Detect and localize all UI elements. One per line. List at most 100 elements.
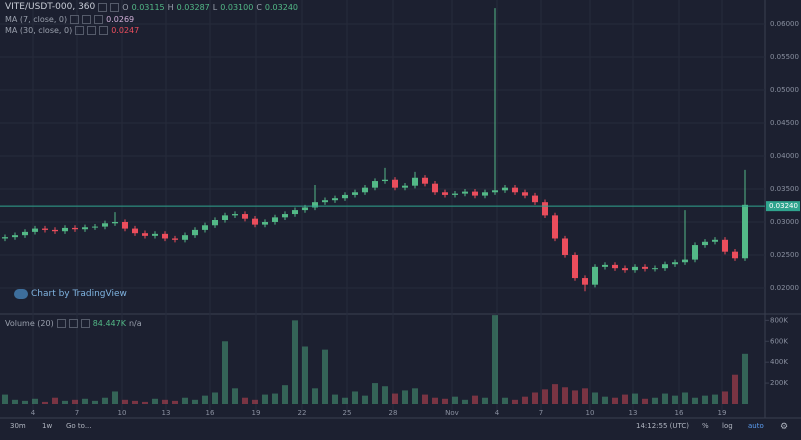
candle-body — [742, 204, 748, 259]
candle-body — [12, 235, 18, 238]
o-value: 0.03115 — [131, 2, 165, 12]
volume-bar — [422, 394, 428, 404]
volume-bar — [722, 391, 728, 404]
interval[interactable]: 30m — [10, 422, 26, 430]
volume-bar — [432, 397, 438, 404]
candle-body — [192, 229, 198, 236]
watermark[interactable]: Chart by TradingView — [14, 289, 127, 299]
candle-body — [112, 221, 118, 224]
volume-bar — [672, 395, 678, 404]
x-tick-label: 19 — [718, 409, 727, 417]
volume-bar — [462, 399, 468, 404]
volume-bar — [42, 401, 48, 404]
icon[interactable] — [87, 26, 97, 35]
candle-body — [312, 202, 318, 208]
volume-tick-label: 600K — [770, 337, 788, 345]
icon[interactable] — [80, 319, 90, 328]
candle-body — [452, 193, 458, 195]
volume-bar — [182, 397, 188, 404]
symbol[interactable]: VITE/USDT-000, 360 — [5, 2, 96, 12]
x-tick-label: 13 — [162, 409, 171, 417]
candle-body — [462, 191, 468, 194]
candle-body — [362, 187, 368, 193]
candle-body — [42, 228, 48, 230]
candle-body — [92, 226, 98, 228]
interval[interactable]: 1w — [42, 422, 53, 430]
volume-bar — [402, 390, 408, 404]
x-tick-label: 25 — [343, 409, 352, 417]
candle-body — [522, 192, 528, 196]
volume-bar — [552, 384, 558, 404]
volume-bar — [282, 385, 288, 404]
volume-bar — [532, 392, 538, 404]
candle-body — [252, 218, 258, 225]
candle-body — [702, 241, 708, 246]
ma-name: MA (30, close, 0) — [5, 26, 73, 35]
volume-bar — [702, 395, 708, 404]
volume-value: 84.447K — [92, 319, 126, 328]
volume-tick-label: 800K — [770, 316, 788, 324]
volume-bar — [572, 390, 578, 404]
percent-toggle[interactable]: % — [702, 422, 709, 430]
log-toggle[interactable]: log — [722, 422, 733, 430]
volume-bar — [122, 399, 128, 404]
candle-body — [342, 194, 348, 199]
icon[interactable] — [68, 319, 78, 328]
candle-body — [492, 190, 498, 193]
volume-bar — [352, 391, 358, 404]
candle-body — [142, 233, 148, 236]
volume-bar — [392, 393, 398, 404]
icon[interactable] — [70, 15, 80, 24]
candle-body — [382, 179, 388, 182]
candle-body — [542, 202, 548, 216]
candle-body — [32, 228, 38, 232]
auto-toggle[interactable]: auto — [748, 422, 764, 430]
y-tick-label: 0.06000 — [770, 20, 799, 28]
candle-body — [422, 177, 428, 184]
volume-bar — [652, 397, 658, 404]
candle-body — [602, 264, 608, 267]
volume-bar — [92, 400, 98, 404]
symbol-legend: VITE/USDT-000, 360 O 0.03115 H 0.03287 L 0.… — [5, 2, 298, 12]
watermark-text[interactable]: Chart by TradingView — [31, 289, 127, 299]
y-tick-label: 0.03000 — [770, 218, 799, 226]
volume-bar — [142, 401, 148, 404]
candle-body — [292, 210, 298, 215]
icon[interactable] — [110, 2, 120, 12]
icon[interactable] — [75, 26, 85, 35]
volume-bar — [232, 388, 238, 404]
goto[interactable]: Go to... — [66, 422, 92, 430]
volume-bar — [72, 399, 78, 404]
y-tick-label: 0.04000 — [770, 152, 799, 160]
volume-bar — [32, 398, 38, 404]
volume-bar — [612, 397, 618, 404]
volume-legend: Volume (20) 84.447K n/a — [5, 319, 142, 328]
candle-body — [242, 214, 248, 219]
settings[interactable]: ⚙ — [780, 422, 789, 432]
volume-bar — [522, 396, 528, 404]
candle-body — [722, 239, 728, 252]
volume-bar — [632, 393, 638, 404]
icon[interactable] — [56, 319, 66, 328]
candle-body — [532, 195, 538, 203]
candle-body — [412, 177, 418, 186]
ma-value: 0.0269 — [106, 15, 135, 24]
candle-body — [272, 217, 278, 222]
icon[interactable] — [99, 26, 109, 35]
volume-bar — [452, 396, 458, 404]
icon[interactable] — [82, 15, 92, 24]
ma30-legend: MA (30, close, 0) 0.0247 — [5, 26, 139, 35]
candle-body — [512, 187, 518, 193]
volume-bar — [322, 349, 328, 404]
volume-bar — [52, 397, 58, 404]
volume-bar — [312, 388, 318, 404]
icon[interactable] — [98, 2, 108, 12]
volume-bar — [302, 346, 308, 404]
h-value: 0.03287 — [176, 2, 210, 12]
candle-body — [582, 278, 588, 285]
volume-bar — [242, 397, 248, 404]
volume-bar — [292, 320, 298, 404]
candle-body — [132, 228, 138, 234]
icon[interactable] — [94, 15, 104, 24]
